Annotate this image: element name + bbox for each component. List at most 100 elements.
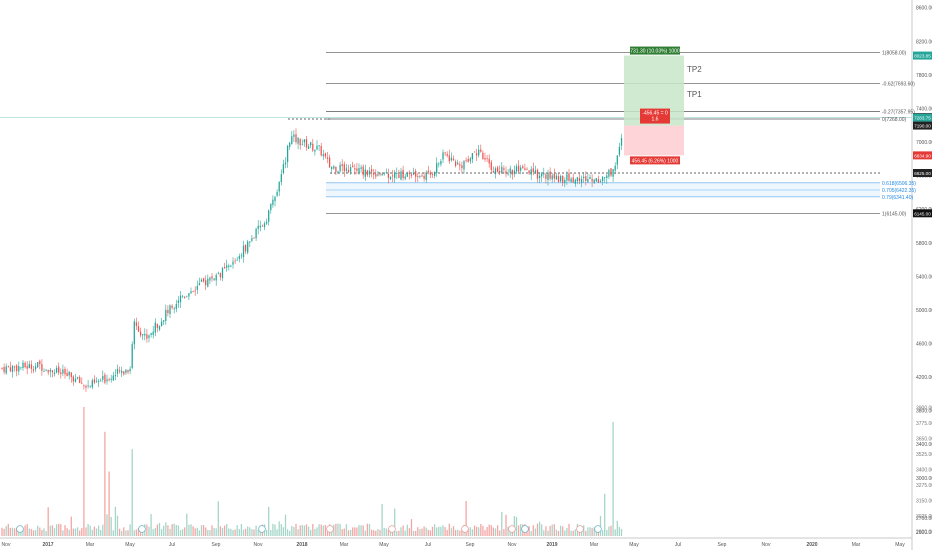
x-tick-label: Jul <box>169 542 175 548</box>
candle-body <box>240 255 243 257</box>
candle-body <box>53 372 56 374</box>
y-tick-label: 7000.00 <box>916 140 932 146</box>
candle-body <box>438 163 440 165</box>
candle-body <box>612 169 614 177</box>
volume-bar <box>116 515 119 536</box>
candle-body <box>425 172 427 180</box>
candle-body <box>81 382 83 384</box>
volume-bar <box>312 523 314 536</box>
candle-body <box>268 210 270 222</box>
candle-body <box>156 323 159 328</box>
candle-body <box>87 385 89 387</box>
volume-bar <box>572 530 574 536</box>
candle-body <box>165 309 167 321</box>
volume-bar <box>104 431 106 536</box>
candle-body <box>396 173 398 175</box>
volume-bar <box>198 530 201 536</box>
candle-body <box>58 366 60 373</box>
candle-body <box>179 295 182 303</box>
candle-body <box>20 367 22 369</box>
volume-bar <box>118 528 121 536</box>
price-tag-bg <box>913 121 932 130</box>
candle-body <box>562 175 564 183</box>
volume-bar <box>16 527 18 536</box>
volume-bar <box>343 528 345 536</box>
volume-bar <box>11 527 14 536</box>
candle-body <box>515 166 518 172</box>
candle-body <box>606 175 608 179</box>
volume-bar <box>108 471 110 536</box>
volume-bar <box>345 524 348 536</box>
candle-body <box>37 362 39 368</box>
candle-body <box>530 169 532 175</box>
volume-bar <box>276 529 278 536</box>
candle-body <box>301 143 303 145</box>
volume-bar <box>368 524 371 536</box>
volume-bar <box>326 527 329 536</box>
event-marker <box>594 525 602 533</box>
candle-body <box>406 173 408 177</box>
volume-bar <box>34 530 37 536</box>
volume-bar <box>270 529 272 536</box>
volume-bar <box>207 530 209 536</box>
candle-body <box>230 265 232 267</box>
volume-bar <box>72 528 75 536</box>
volume-bar <box>511 530 513 536</box>
fib-level-label: -0.27(7357.95) <box>882 109 915 115</box>
volume-bar <box>404 530 406 536</box>
volume-bar <box>484 530 486 536</box>
candle-body <box>604 177 606 179</box>
candle-body <box>121 370 123 373</box>
candle-body <box>528 170 530 174</box>
y-tick-label: 2700.00 <box>916 516 932 522</box>
volume-bar <box>223 525 226 536</box>
candle-body <box>236 259 238 261</box>
volume-bar <box>282 527 285 536</box>
candle-body <box>251 238 253 241</box>
volume-bar <box>307 526 310 536</box>
candle-body <box>499 171 501 173</box>
candle-body <box>576 177 579 182</box>
candle-body <box>532 168 534 173</box>
volume-bar <box>121 530 123 536</box>
volume-bar <box>53 528 56 536</box>
candle-body <box>5 366 7 374</box>
volume-bar <box>614 529 616 536</box>
candle-body <box>114 374 117 376</box>
candle-body <box>343 164 345 172</box>
volume-bar <box>583 525 585 536</box>
candle-body <box>364 169 366 177</box>
candle-body <box>196 285 198 290</box>
candle-body <box>163 320 165 322</box>
candle-body <box>566 174 568 181</box>
volume-bar <box>467 529 469 536</box>
volume-bar <box>47 507 49 536</box>
event-marker <box>258 525 266 533</box>
volume-bar <box>438 526 440 536</box>
volume-bar <box>402 525 404 536</box>
volume-bar <box>205 527 207 536</box>
candle-body <box>339 164 341 172</box>
event-marker <box>521 525 529 533</box>
candle-body <box>297 137 299 144</box>
candle-body <box>253 237 255 239</box>
volume-bar <box>125 530 127 536</box>
volume-bar <box>356 527 358 536</box>
fib-level-label: 0(7268.00) <box>882 117 907 123</box>
volume-bar <box>106 514 108 536</box>
volume-bar <box>102 524 104 536</box>
candle-body <box>503 168 505 170</box>
volume-bar <box>91 529 93 536</box>
candle-body <box>299 139 301 146</box>
candle-body <box>373 172 375 175</box>
volume-bar <box>310 529 312 536</box>
volume-bar <box>457 529 459 536</box>
candle-body <box>9 367 12 372</box>
event-marker <box>16 525 24 533</box>
volume-bar <box>530 530 532 536</box>
candle-body <box>601 177 604 182</box>
candle-body <box>293 134 295 137</box>
candle-body <box>356 168 358 171</box>
